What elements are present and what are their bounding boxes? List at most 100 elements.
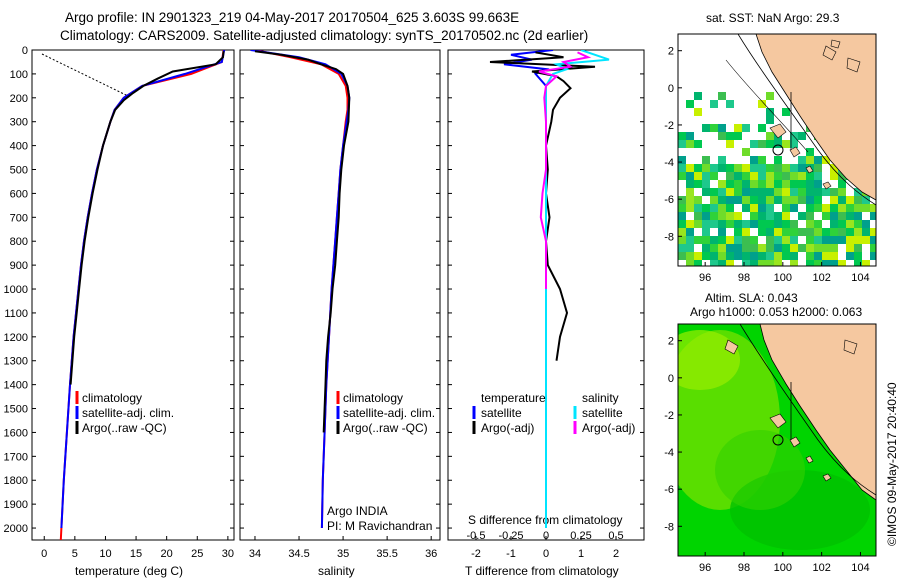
depth-tick-label: 0 — [22, 45, 28, 57]
temperature-series — [59, 50, 226, 540]
lat-tick-label: 2 — [668, 46, 674, 58]
land-mass — [755, 34, 876, 201]
argo-location-marker — [772, 434, 784, 446]
x-tick-label: -2 — [471, 548, 481, 560]
difference-panel: -2 -1 0 1 2 -0.5 -0.25 0 0.25 0.5 T difference fr… — [447, 49, 645, 578]
salinity-panel: 34 34.5 35 35.5 36 salinity climatology sate… — [239, 49, 441, 578]
x-tick-label: 0 — [41, 548, 47, 560]
legend-t-satellite: satellite — [481, 406, 522, 420]
lon-tick-label: 104 — [851, 272, 869, 284]
depth-tick-label: 700 — [10, 212, 28, 224]
x-tick-label: 36 — [425, 548, 437, 560]
x-tick-label-top: 0.5 — [608, 530, 623, 542]
lon-tick-label: 102 — [812, 562, 830, 574]
title-line-2: Climatology: CARS2009. Satellite-adjuste… — [60, 28, 588, 43]
temperature-xlabel: temperature (deg C) — [75, 564, 183, 578]
series-climatology — [254, 50, 349, 529]
depth-tick-label: 100 — [10, 69, 28, 81]
legend-argo: Argo(..raw -QC) — [343, 421, 428, 435]
x-tick-label: 1 — [578, 548, 584, 560]
lon-tick-label: 100 — [774, 562, 792, 574]
x-tick-label-top: -0.5 — [467, 530, 486, 542]
difference-xlabel: T difference from climatology — [465, 564, 619, 578]
x-tick-label-top: 0.25 — [570, 530, 591, 542]
legend-satellite: satellite-adj. clim. — [82, 406, 174, 420]
lat-tick-label: 0 — [668, 373, 674, 385]
depth-tick-label: 1500 — [4, 404, 28, 416]
legend-temperature-title: temperature — [481, 391, 546, 405]
depth-tick-label: 800 — [10, 236, 28, 248]
x-tick-label: 10 — [99, 548, 111, 560]
difference-series — [489, 50, 610, 528]
sst-map-title: sat. SST: NaN Argo: 29.3 — [706, 11, 840, 25]
x-tick-label: 5 — [72, 548, 78, 560]
difference-x-ticks: -2 -1 0 1 2 -0.5 -0.25 0 0.25 0.5 — [467, 530, 624, 560]
x-tick-label: 35 — [337, 548, 349, 560]
series-salinity-argo-adj- — [538, 51, 592, 289]
lon-tick-label: 100 — [774, 272, 792, 284]
lon-tick-label: 104 — [851, 562, 869, 574]
sla-map-ticks: 2 0 -2 -4 -6 -8 96 98 100 102 104 — [664, 336, 869, 574]
lon-tick-label: 96 — [699, 562, 711, 574]
legend-argo: Argo(..raw -QC) — [82, 421, 167, 435]
temperature-x-ticks: 0 5 10 15 20 25 30 — [41, 536, 234, 560]
x-tick-label: 35.5 — [376, 548, 397, 560]
x-tick-label-top: -0.25 — [498, 530, 523, 542]
dotted-guide — [41, 53, 129, 97]
temperature-legend: climatology satellite-adj. clim. Argo(..… — [75, 391, 174, 435]
x-tick-label: 30 — [222, 548, 234, 560]
salinity-series — [250, 50, 351, 529]
island — [769, 123, 832, 190]
salinity-legend: climatology satellite-adj. clim. Argo(..… — [336, 391, 435, 435]
x-tick-label: -1 — [506, 548, 516, 560]
lon-tick-label: 96 — [699, 272, 711, 284]
credit-text: ©IMOS 09-May-2017 20:40:40 — [885, 382, 899, 546]
lat-tick-label: -2 — [664, 410, 674, 422]
depth-tick-label: 1200 — [4, 332, 28, 344]
x-tick-label: 34.5 — [288, 548, 309, 560]
lat-tick-label: 2 — [668, 336, 674, 348]
x-tick-label: 25 — [191, 548, 203, 560]
legend-s-satellite: satellite — [582, 406, 623, 420]
title-line-1: Argo profile: IN 2901323_219 04-May-2017… — [65, 10, 519, 25]
lon-tick-label: 98 — [738, 562, 750, 574]
series-satellite-adj-clim- — [60, 50, 226, 529]
depth-tick-label: 1000 — [4, 284, 28, 296]
x-tick-label: 20 — [161, 548, 173, 560]
depth-tick-label: 900 — [10, 260, 28, 272]
series-climatology — [59, 50, 225, 540]
legend-salinity-title: salinity — [582, 391, 619, 405]
legend-climatology: climatology — [343, 391, 403, 405]
lat-tick-label: 0 — [668, 83, 674, 95]
depth-tick-label: 200 — [10, 93, 28, 105]
lat-tick-label: -6 — [664, 194, 674, 206]
legend-t-argo: Argo(-adj) — [481, 421, 534, 435]
depth-tick-label: 500 — [10, 165, 28, 177]
series-argo-raw-qc- — [69, 51, 225, 385]
float-note-1: Argo INDIA — [327, 504, 388, 518]
lon-tick-label: 102 — [812, 272, 830, 284]
difference-legend: temperature satellite Argo(-adj) salinit… — [472, 391, 635, 435]
depth-tick-label: 1600 — [4, 427, 28, 439]
series-argo-raw-qc- — [254, 50, 351, 433]
sst-map: sat. SST: NaN Argo: 29.3 2 0 -2 -4 -6 -8 96 98 1… — [664, 11, 877, 284]
depth-tick-label: 600 — [10, 188, 28, 200]
depth-tick-label: 1700 — [4, 451, 28, 463]
depth-tick-label: 1100 — [4, 308, 28, 320]
lat-tick-label: -4 — [664, 157, 674, 169]
depth-tick-label: 1800 — [4, 475, 28, 487]
sla-map-title-1: Altim. SLA: 0.043 — [705, 291, 798, 305]
depth-tick-label: 2000 — [4, 523, 28, 535]
x-tick-label-top: 0 — [543, 530, 549, 542]
lat-tick-label: -4 — [664, 447, 674, 459]
series-satellite-adj-clim- — [250, 50, 351, 529]
x-tick-label: 0 — [543, 548, 549, 560]
x-tick-label: 34 — [249, 548, 261, 560]
legend-s-argo: Argo(-adj) — [582, 421, 635, 435]
salinity-x-ticks: 34 34.5 35 35.5 36 — [249, 536, 437, 560]
series-temperature-argo-adj- — [489, 51, 596, 361]
depth-axis-ticks: 0 100 200 300 400 500 600 700 800 900 1000 1100 1200… — [4, 45, 644, 535]
depth-tick-label: 300 — [10, 117, 28, 129]
x-tick-label: 2 — [613, 548, 619, 560]
shelf-contour — [737, 34, 876, 206]
